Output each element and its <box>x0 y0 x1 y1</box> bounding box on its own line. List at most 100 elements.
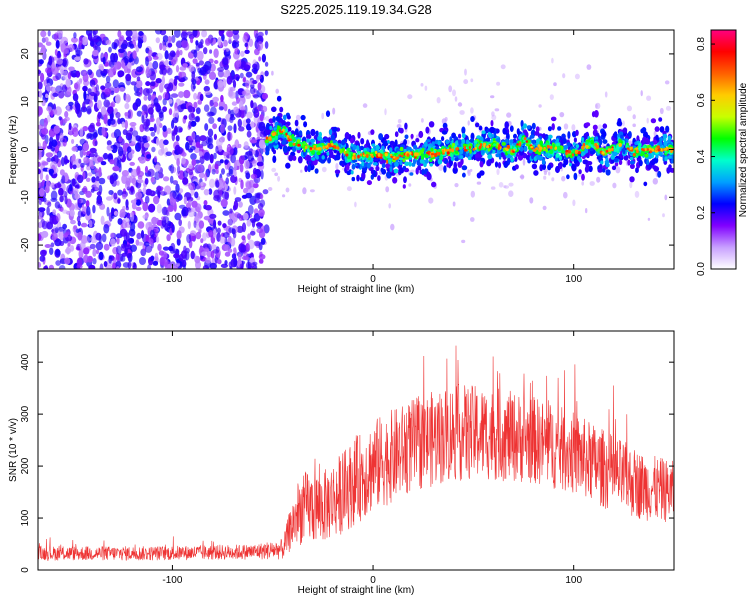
spectrogram-faint-cell <box>420 83 424 87</box>
spectrogram-band-outer <box>272 116 276 123</box>
spectrogram-noise-cell <box>224 190 230 201</box>
spectrogram-noise-cell <box>85 200 90 208</box>
spectrogram-band-outer <box>475 122 480 128</box>
spectrogram-noise-cell <box>122 129 128 136</box>
spectrogram-noise-cell <box>79 148 84 158</box>
spectrogram-band-outer <box>360 138 365 145</box>
spectrogram-noise-cell <box>257 41 264 51</box>
spectrogram-band-outer <box>601 131 607 138</box>
spectrogram-band-peak <box>351 156 355 161</box>
spectrogram-band-mid <box>429 163 434 167</box>
spectrogram-y-label: Frequency (Hz) <box>8 116 19 185</box>
spectrogram-noise-cell <box>38 124 44 130</box>
spectrogram-noise-cell <box>244 42 248 48</box>
spectrogram-noise-cell <box>131 135 137 145</box>
spectrogram-noise-cell <box>82 85 88 92</box>
spectrogram-faint-cell <box>632 123 636 128</box>
spectrogram-x-tick-label: 100 <box>565 274 582 285</box>
spectrogram-noise-cell <box>171 35 176 43</box>
spectrogram-noise-cell <box>182 177 189 185</box>
spectrogram-noise-cell <box>82 149 86 156</box>
spectrogram-faint-cell <box>538 104 542 108</box>
spectrogram-noise-cell <box>153 195 160 205</box>
spectrogram-band-inner <box>291 136 295 140</box>
spectrogram-noise-cell <box>198 151 203 157</box>
spectrogram-band-outer <box>446 162 450 168</box>
spectrogram-x-tick-label: -100 <box>162 274 182 285</box>
spectrogram-band-inner <box>419 149 424 154</box>
spectrogram-band-outer <box>479 170 485 176</box>
spectrogram-band-mid <box>306 138 310 143</box>
spectrogram-noise-cell <box>145 88 153 94</box>
spectrogram-band-outer <box>653 166 660 172</box>
spectrogram-noise-cell <box>178 91 184 98</box>
spectrogram-noise-cell <box>254 150 259 158</box>
spectrogram-band-outer <box>370 169 374 175</box>
spectrogram-noise-cell <box>225 177 229 185</box>
spectrogram-noise-cell <box>113 192 118 200</box>
spectrogram-band-inner <box>644 153 649 158</box>
spectrogram-band-mid <box>536 154 540 160</box>
spectrogram-noise-cell <box>108 46 112 53</box>
spectrogram-noise-cell <box>216 227 221 234</box>
spectrogram-noise-cell <box>173 108 179 118</box>
spectrogram-noise-cell <box>112 166 120 172</box>
spectrogram-noise-cell <box>212 228 217 239</box>
spectrogram-noise-cell <box>257 82 262 91</box>
spectrogram-band-outer <box>643 181 648 187</box>
spectrogram-noise-cell <box>149 229 155 238</box>
spectrogram-noise-cell <box>58 90 65 99</box>
snr-y-tick-label: 100 <box>20 509 31 526</box>
spectrogram-faint-cell <box>467 120 470 126</box>
spectrogram-noise-cell <box>128 151 134 160</box>
spectrogram-band-mid <box>389 165 393 173</box>
spectrogram-noise-cell <box>143 241 150 247</box>
spectrogram-noise-cell <box>204 37 211 46</box>
spectrogram-band-outer <box>555 165 560 174</box>
spectrogram-noise-cell <box>236 225 244 233</box>
spectrogram-noise-cell <box>178 82 185 87</box>
spectrogram-band-peak <box>456 146 459 151</box>
spectrogram-noise-cell <box>246 130 252 138</box>
spectrogram-faint-cell <box>295 114 301 121</box>
spectrogram-noise-cell <box>256 161 264 167</box>
spectrogram-faint-cell <box>596 176 601 183</box>
spectrogram-noise-cell <box>166 234 171 242</box>
spectrogram-noise-cell <box>187 210 195 218</box>
spectrogram-noise-cell <box>258 208 265 217</box>
spectrogram-noise-cell <box>106 206 110 217</box>
spectrogram-band-peak <box>601 151 605 155</box>
spectrogram-noise-cell <box>73 82 79 90</box>
spectrogram-noise-cell <box>149 81 156 87</box>
spectrogram-noise-cell <box>228 36 232 44</box>
spectrogram-band-outer <box>642 136 647 143</box>
spectrogram-noise-cell <box>64 257 71 265</box>
spectrogram-noise-cell <box>147 107 154 115</box>
spectrogram-band-peak <box>479 143 483 147</box>
spectrogram-faint-cell <box>490 186 496 190</box>
spectrogram-noise-cell <box>118 87 126 92</box>
spectrogram-noise-cell <box>95 241 104 251</box>
spectrogram-noise-cell <box>71 139 75 144</box>
spectrogram-noise-cell <box>206 250 213 258</box>
spectrogram-band-peak <box>289 138 293 141</box>
spectrogram-noise-cell <box>121 121 126 128</box>
spectrogram-band-peak <box>409 151 412 155</box>
spectrogram-noise-cell <box>194 191 199 199</box>
spectrogram-noise-cell <box>144 244 153 253</box>
spectrogram-band-mid <box>399 160 403 166</box>
spectrogram-band-outer <box>399 167 405 174</box>
spectrogram-band-mid <box>495 153 500 158</box>
spectrogram-noise-cell <box>246 219 252 227</box>
spectrogram-band-outer <box>616 120 623 127</box>
spectrogram-noise-cell <box>124 112 129 117</box>
spectrogram-noise-cell <box>42 197 47 203</box>
spectrogram-noise-cell <box>233 200 239 210</box>
spectrogram-band-outer <box>475 153 480 158</box>
spectrogram-noise-cell <box>262 189 269 195</box>
spectrogram-noise-cell <box>178 71 182 79</box>
spectrogram-band-outer <box>285 162 291 169</box>
spectrogram-noise-cell <box>197 164 204 173</box>
spectrogram-noise-cell <box>86 206 91 216</box>
